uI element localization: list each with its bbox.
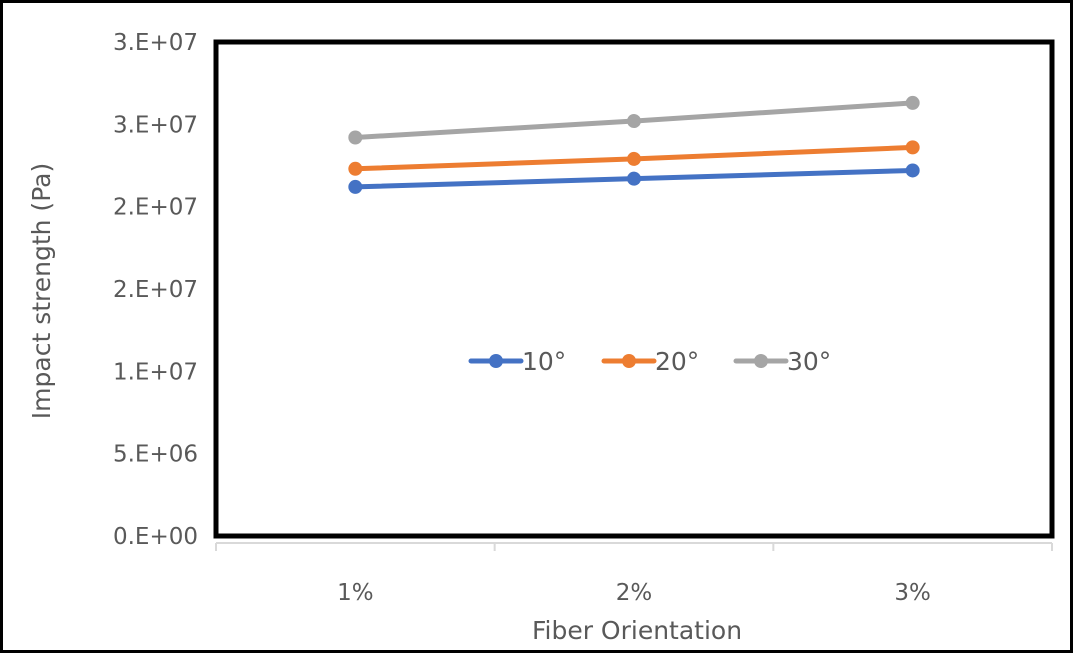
legend-label: 30°	[787, 347, 831, 376]
y-tick-label: 1.E+07	[113, 359, 198, 385]
legend-item: 20°	[601, 347, 699, 376]
y-tick-label: 3.E+07	[113, 112, 198, 138]
y-tick-label: 2.E+07	[113, 195, 198, 221]
data-point	[905, 163, 920, 178]
data-point	[905, 95, 920, 110]
y-tick-label: 3.E+07	[113, 30, 198, 56]
data-point	[348, 130, 363, 145]
legend-item: 10°	[468, 347, 566, 376]
series-layer	[348, 95, 920, 194]
data-point	[627, 171, 641, 186]
data-point	[627, 114, 641, 129]
x-axis-title: Fiber Orientation	[532, 616, 742, 645]
x-axis-tick-labels: 1% 2% 3%	[337, 580, 931, 606]
y-tick-label: 2.E+07	[113, 277, 198, 303]
y-tick-label: 5.E+06	[113, 442, 198, 468]
legend: 10° 20° 30°	[468, 347, 831, 376]
data-point	[348, 179, 363, 194]
data-point	[905, 140, 920, 155]
legend-label: 10°	[522, 347, 566, 376]
x-tick-label: 1%	[337, 580, 374, 606]
legend-label: 20°	[655, 347, 699, 376]
data-point	[627, 151, 641, 166]
legend-item: 30°	[733, 347, 831, 376]
y-axis-title: Impact strength (Pa)	[27, 163, 56, 419]
legend-marker	[489, 354, 503, 368]
impact-strength-chart: 0.E+00 5.E+06 1.E+07 2.E+07 2.E+07 3.E+07 3.E+…	[27, 30, 1055, 645]
y-tick-label: 0.E+00	[113, 524, 198, 550]
data-point	[348, 161, 363, 176]
y-axis-tick-labels: 0.E+00 5.E+06 1.E+07 2.E+07 2.E+07 3.E+07 3.E+…	[113, 30, 198, 550]
legend-marker	[622, 354, 636, 368]
x-axis	[215, 542, 1053, 551]
legend-marker	[754, 354, 768, 368]
x-tick-label: 2%	[616, 580, 653, 606]
x-tick-label: 3%	[894, 580, 931, 606]
